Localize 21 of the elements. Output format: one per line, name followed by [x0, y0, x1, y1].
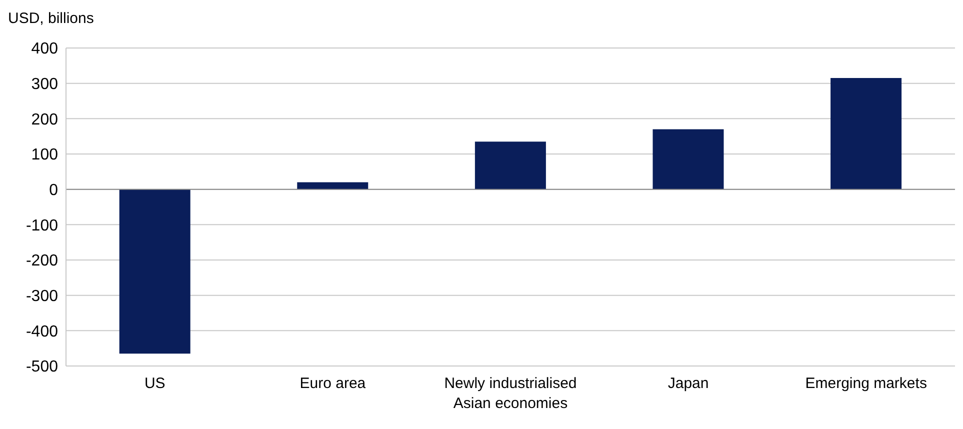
y-tick-label: -300 [26, 288, 58, 306]
y-tick-label: 100 [31, 146, 58, 164]
bar [652, 129, 724, 190]
x-tick-label: Newly industrialised Asian economies [444, 375, 577, 412]
x-tick-label: US [144, 375, 166, 392]
y-tick-label: -400 [26, 323, 58, 340]
y-tick-label: 200 [31, 111, 58, 128]
y-tick-label: -200 [26, 252, 58, 270]
y-tick-label: -500 [26, 358, 58, 376]
bar [297, 182, 368, 190]
x-tick-label: Euro area [300, 375, 366, 392]
x-tick-label: Emerging markets [805, 375, 927, 392]
bar [119, 189, 190, 354]
x-tick-label: Japan [668, 375, 709, 392]
bar [830, 78, 902, 190]
y-tick-label: 400 [31, 40, 58, 58]
y-tick-label: 0 [49, 182, 58, 200]
bar [474, 142, 546, 190]
y-tick-label: -100 [26, 217, 58, 234]
y-axis-title: USD, billions [8, 10, 94, 27]
y-tick-label: 300 [31, 76, 58, 94]
